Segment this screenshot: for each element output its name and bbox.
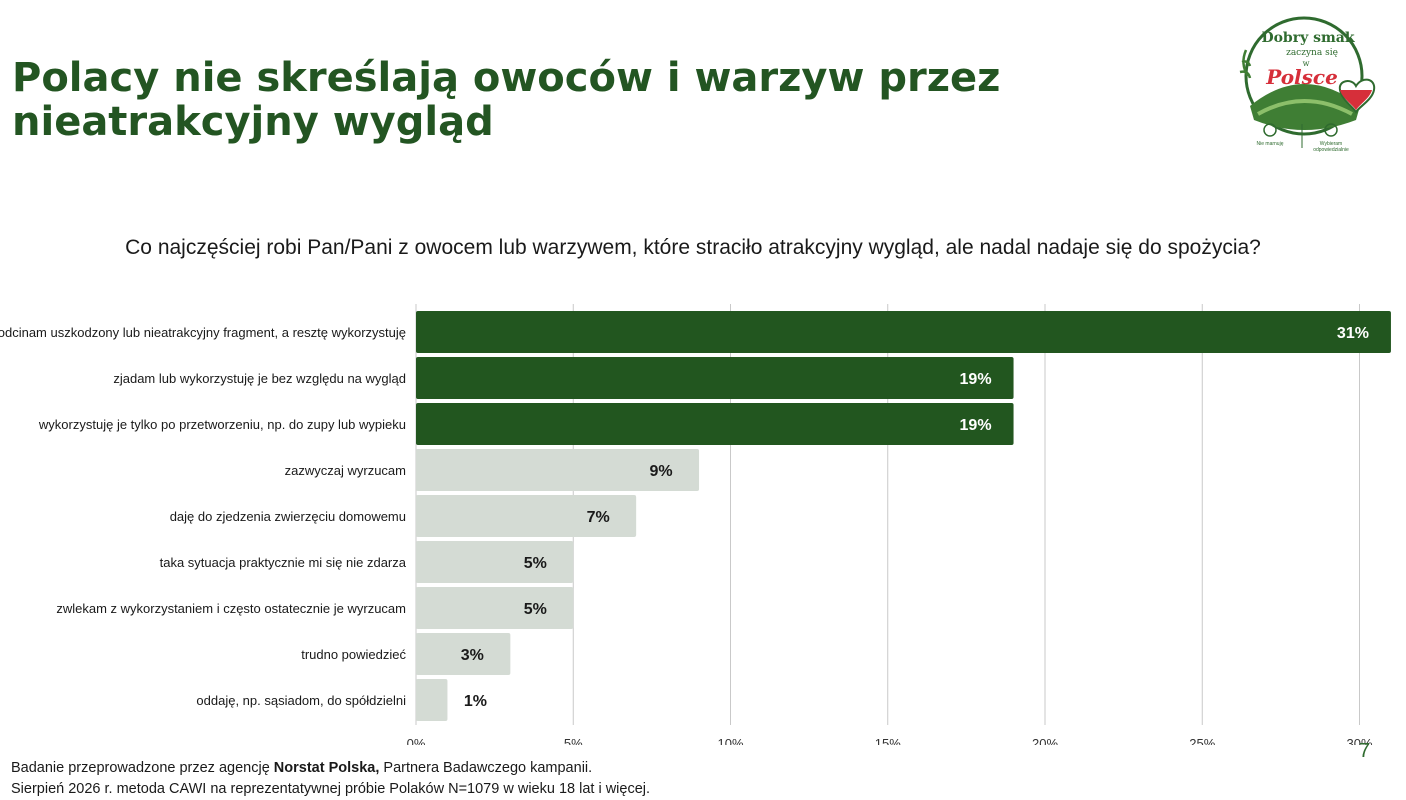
logo-line-1: Dobry smak <box>1261 30 1354 46</box>
x-tick-label: 15% <box>875 736 901 745</box>
category-label: wykorzystuję je tylko po przetworzeniu, … <box>38 417 406 432</box>
title-line-1: Polacy nie skreślają owoców i warzyw prz… <box>12 55 1001 101</box>
footer-line-2: Sierpień 2026 r. metoda CAWI na reprezen… <box>11 781 651 797</box>
category-label: odcinam uszkodzony lub nieatrakcyjny fra… <box>0 325 406 340</box>
logo-line-2: zaczyna się <box>1286 48 1338 58</box>
data-label: 5% <box>524 555 547 572</box>
bar <box>416 633 511 675</box>
bar-chart: 0% 5% 10% 15% 20% 25% 30% odcinam uszkodzony lu… <box>0 304 1391 745</box>
leaf-icon <box>1263 123 1277 137</box>
page-title: Polacy nie skreślają owoców i warzyw prz… <box>12 56 1000 144</box>
data-label: 3% <box>461 647 484 664</box>
category-label: trudno powiedzieć <box>301 647 406 662</box>
data-label: 1% <box>464 693 487 710</box>
survey-question: Co najczęściej robi Pan/Pani z owocem lu… <box>125 236 1261 259</box>
bar <box>416 311 1391 353</box>
data-label: 9% <box>649 463 672 480</box>
data-label: 19% <box>960 371 992 388</box>
title-line-2: nieatrakcyjny wygląd <box>12 99 494 145</box>
data-label: 19% <box>960 417 992 434</box>
footer-line-1: Badanie przeprowadzone przez agencję Nor… <box>11 760 592 776</box>
bar <box>416 679 448 721</box>
bar <box>416 403 1014 445</box>
people-icon <box>1324 123 1338 137</box>
data-label: 31% <box>1337 325 1369 342</box>
dobry-smak-logo: Dobry smak zaczyna się w Polsce Nie marn… <box>1239 16 1376 153</box>
data-label: 5% <box>524 601 547 618</box>
x-tick-label: 10% <box>717 736 743 745</box>
x-tick-label: 30% <box>1346 736 1372 745</box>
category-label: zwlekam z wykorzystaniem i często ostate… <box>56 601 406 616</box>
bar <box>416 541 574 583</box>
x-tick-label: 0% <box>407 736 426 745</box>
footer-agency-name: Norstat Polska, <box>273 760 380 776</box>
bar <box>416 495 637 537</box>
logo-right-badge-1: Wybieram <box>1320 141 1342 147</box>
footer-line-1-before: Badanie przeprowadzone przez agencję <box>11 760 274 776</box>
logo-left-badge: Nie marnuję <box>1257 141 1284 147</box>
category-label: oddaję, np. sąsiadom, do spółdzielni <box>196 693 406 708</box>
bar <box>416 449 700 491</box>
bar <box>416 357 1014 399</box>
footer-line-1-after: Partnera Badawczego kampanii. <box>379 760 593 776</box>
x-tick-label: 5% <box>564 736 583 745</box>
bar <box>416 587 574 629</box>
category-label: daję do zjedzenia zwierzęciu domowemu <box>170 509 406 524</box>
logo-right-badge-2: odpowiedzialnie <box>1313 147 1349 153</box>
logo-brand: Polsce <box>1265 65 1338 89</box>
logo-line-3: w <box>1303 59 1310 68</box>
page-number: 7 <box>1358 740 1370 762</box>
x-tick-label: 20% <box>1032 736 1058 745</box>
x-tick-label: 25% <box>1189 736 1215 745</box>
category-label: taka sytuacja praktycznie mi się nie zda… <box>160 555 407 570</box>
category-label: zjadam lub wykorzystuję je bez względu n… <box>113 371 406 386</box>
data-label: 7% <box>587 509 610 526</box>
category-label: zazwyczaj wyrzucam <box>285 463 406 478</box>
